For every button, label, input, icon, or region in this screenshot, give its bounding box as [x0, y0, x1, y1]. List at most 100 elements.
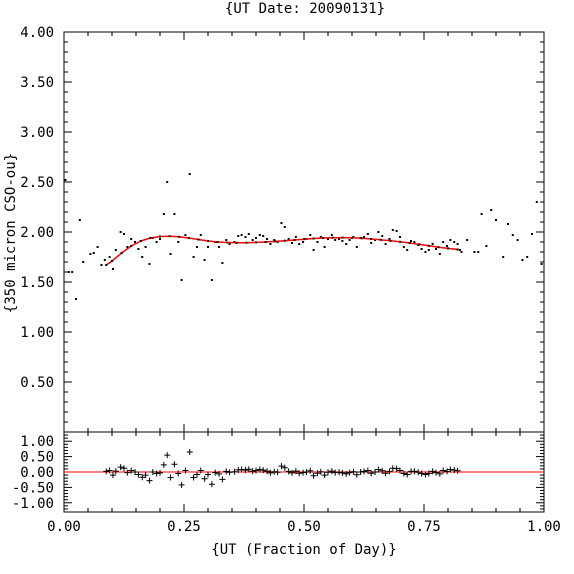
data-point — [96, 246, 99, 248]
data-point — [92, 252, 95, 254]
x-tick-labels: 0.00 0.25 0.50 0.75 1.00 — [47, 519, 561, 535]
residual-point — [422, 471, 429, 478]
residual-point — [160, 461, 167, 468]
fit-point — [207, 240, 209, 242]
residual-point — [190, 474, 197, 481]
fit-point — [216, 241, 219, 243]
data-point — [137, 248, 140, 250]
data-point — [495, 219, 497, 221]
data-point — [338, 238, 341, 240]
residual-point — [223, 468, 230, 475]
residual-data-points — [103, 449, 461, 488]
data-point — [395, 230, 398, 232]
residual-point — [281, 464, 288, 471]
residual-point — [368, 470, 375, 477]
x-tick-label: 0.25 — [167, 519, 201, 535]
fit-point — [178, 235, 181, 238]
data-point — [184, 234, 187, 236]
data-point — [251, 239, 254, 241]
fit-point — [303, 238, 305, 241]
data-point — [225, 239, 228, 241]
data-point — [406, 249, 409, 251]
residual-point — [260, 467, 267, 474]
data-point — [312, 249, 315, 251]
data-point — [521, 259, 524, 261]
data-point — [516, 239, 519, 241]
data-point — [89, 253, 92, 255]
main-axis-ticks — [63, 31, 545, 433]
data-point — [119, 231, 122, 233]
x-tick-label: 0.50 — [287, 519, 321, 535]
residual-point — [393, 465, 400, 472]
data-point — [309, 234, 312, 236]
data-point — [237, 235, 240, 237]
data-point — [162, 213, 165, 215]
fit-point — [379, 238, 382, 241]
residual-point — [411, 468, 418, 475]
residual-point — [201, 475, 208, 482]
residual-point — [336, 469, 343, 476]
fit-point — [105, 264, 108, 266]
fit-point — [360, 237, 363, 240]
residual-point — [375, 466, 382, 473]
data-point — [466, 239, 469, 241]
residual-point — [175, 470, 182, 477]
residual-point — [197, 467, 204, 474]
data-point — [144, 246, 147, 248]
residual-point — [171, 461, 178, 468]
residual-point — [404, 471, 411, 478]
residual-point — [353, 471, 360, 478]
residual-point — [139, 474, 146, 481]
data-point — [531, 233, 533, 235]
residual-point — [256, 466, 263, 473]
data-point — [355, 246, 358, 248]
data-point — [82, 261, 85, 263]
fit-point — [459, 249, 461, 251]
data-point — [188, 173, 191, 175]
data-point — [323, 246, 326, 248]
data-point — [427, 249, 430, 251]
residual-point — [245, 466, 252, 473]
residual-point — [253, 467, 259, 474]
data-point — [64, 179, 67, 181]
y-tick-label: 0.50 — [20, 375, 54, 391]
fit-point — [264, 241, 267, 243]
data-point — [262, 235, 265, 237]
data-point — [460, 251, 463, 253]
fit-curve-markers — [105, 235, 461, 266]
residual-point — [314, 470, 321, 477]
fit-point — [255, 241, 257, 244]
data-point — [330, 234, 333, 236]
data-point — [420, 248, 423, 250]
fit-point — [168, 235, 171, 238]
data-point — [410, 240, 413, 242]
y-tick-label: 2.50 — [20, 175, 54, 191]
residual-point — [310, 472, 317, 479]
residual-point — [285, 468, 292, 475]
data-point — [269, 243, 272, 245]
residual-point — [300, 469, 307, 476]
data-point — [327, 238, 329, 240]
data-point — [258, 234, 261, 236]
residual-point — [103, 468, 110, 475]
fit-point — [447, 247, 449, 250]
res-y-tick-label: 1.00 — [20, 434, 54, 450]
residual-point — [186, 449, 193, 455]
residual-point — [182, 467, 189, 474]
residual-point — [433, 469, 439, 476]
residual-point — [379, 467, 386, 474]
data-point — [446, 245, 449, 247]
data-point — [370, 242, 373, 244]
data-point — [456, 243, 459, 245]
data-point — [148, 263, 151, 265]
data-point — [67, 271, 70, 273]
res-y-tick-label: 0.50 — [20, 450, 54, 466]
data-point — [169, 253, 172, 255]
data-point — [280, 222, 283, 224]
residual-point — [164, 452, 171, 459]
data-point — [366, 233, 369, 235]
data-point — [316, 241, 319, 243]
fit-point — [456, 248, 459, 251]
x-tick-label: 0.00 — [47, 519, 81, 535]
